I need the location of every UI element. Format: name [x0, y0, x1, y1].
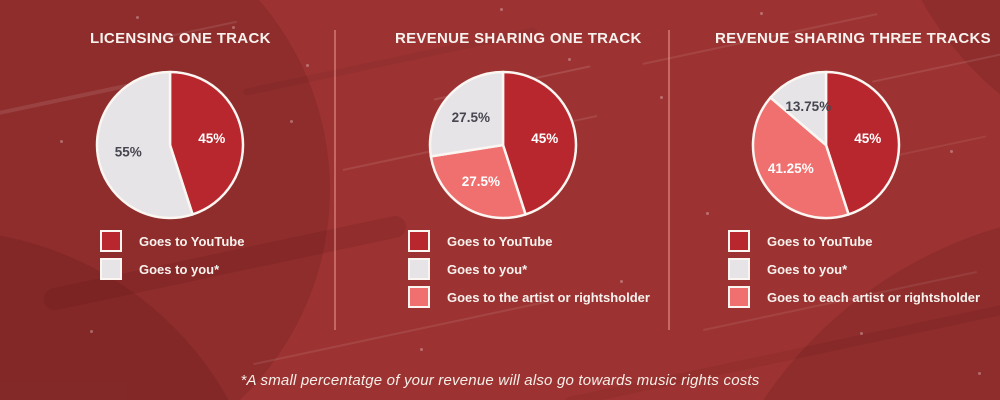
- pie-slice: [95, 70, 194, 220]
- legend: Goes to YouTube Goes to you* Goes to the a…: [408, 230, 650, 314]
- pie-chart-licensing-one-track: 45% 55%: [95, 70, 245, 220]
- decor-dot: [60, 140, 63, 143]
- slice-label: 27.5%: [452, 110, 490, 125]
- decor-dot: [136, 16, 139, 19]
- decor-dot: [568, 58, 571, 61]
- section-divider-2: [668, 30, 670, 330]
- legend-label: Goes to the artist or rightsholder: [447, 289, 650, 305]
- pie-slice: [168, 70, 245, 216]
- decor-dot: [760, 12, 763, 15]
- decor-dot: [306, 64, 309, 67]
- legend-swatch: [408, 286, 430, 308]
- decor-dot: [420, 348, 423, 351]
- legend: Goes to YouTube Goes to you*: [100, 230, 244, 286]
- chart-title: LICENSING ONE TRACK: [90, 30, 271, 47]
- legend-swatch: [408, 258, 430, 280]
- legend-swatch: [728, 230, 750, 252]
- legend-swatch: [100, 230, 122, 252]
- pie-chart-revenue-sharing-one-track: 45% 27.5% 27.5%: [428, 70, 578, 220]
- legend-item: Goes to you*: [728, 258, 980, 280]
- decor-dot: [706, 212, 709, 215]
- decor-dot: [620, 280, 623, 283]
- legend-label: Goes to YouTube: [447, 233, 553, 249]
- pie-slice: [428, 70, 505, 158]
- decor-dot: [290, 120, 293, 123]
- legend-label: Goes to YouTube: [139, 233, 245, 249]
- decor-dot: [500, 8, 503, 11]
- legend-label: Goes to you*: [767, 261, 848, 277]
- legend-label: Goes to you*: [139, 261, 220, 277]
- panel-revenue-sharing-one-track: REVENUE SHARING ONE TRACK 45% 27.5% 27.5% …: [380, 28, 680, 348]
- legend-item: Goes to YouTube: [100, 230, 244, 252]
- chart-title: REVENUE SHARING ONE TRACK: [395, 30, 642, 47]
- legend-swatch: [408, 230, 430, 252]
- pie-slice: [769, 70, 828, 147]
- legend-swatch: [728, 286, 750, 308]
- decor-dot: [900, 40, 903, 43]
- legend-label: Goes to each artist or rightsholder: [767, 289, 981, 305]
- decor-dot: [860, 332, 863, 335]
- legend-label: Goes to you*: [447, 261, 528, 277]
- pie-slice: [501, 70, 578, 216]
- decor-dot: [950, 150, 953, 153]
- legend-swatch: [728, 258, 750, 280]
- slice-label: 55%: [115, 144, 142, 159]
- decor-dot: [90, 330, 93, 333]
- legend-swatch: [100, 258, 122, 280]
- legend: Goes to YouTube Goes to you* Goes to each …: [728, 230, 980, 314]
- pie-slice: [824, 70, 901, 216]
- legend-item: Goes to YouTube: [728, 230, 980, 252]
- decor-dot: [232, 26, 235, 29]
- footnote: *A small percentatge of your revenue wil…: [240, 372, 760, 389]
- legend-item: Goes to YouTube: [408, 230, 650, 252]
- pie-slice: [429, 143, 527, 220]
- legend-item: Goes to each artist or rightsholder: [728, 286, 980, 308]
- slice-label: 45%: [531, 131, 558, 146]
- panel-licensing-one-track: LICENSING ONE TRACK 45% 55% Goes to YouTu…: [60, 28, 340, 348]
- pie-slice: [751, 96, 850, 220]
- decor-dot: [530, 300, 533, 303]
- slice-label: 45%: [198, 131, 225, 146]
- chart-title: REVENUE SHARING THREE TRACKS: [715, 30, 991, 47]
- pie-chart-revenue-sharing-three-tracks: 45% 41.25% 13.75%: [751, 70, 901, 220]
- slice-label: 41.25%: [768, 161, 814, 176]
- slice-label: 45%: [854, 131, 881, 146]
- legend-item: Goes to the artist or rightsholder: [408, 286, 650, 308]
- legend-item: Goes to you*: [408, 258, 650, 280]
- decor-dot: [978, 372, 981, 375]
- slice-label: 27.5%: [462, 174, 500, 189]
- legend-label: Goes to YouTube: [767, 233, 873, 249]
- section-divider-1: [334, 30, 336, 330]
- legend-item: Goes to you*: [100, 258, 244, 280]
- decor-dot: [660, 96, 663, 99]
- panel-revenue-sharing-three-tracks: REVENUE SHARING THREE TRACKS 45% 41.25% 13…: [700, 28, 1000, 348]
- slice-label: 13.75%: [785, 99, 831, 114]
